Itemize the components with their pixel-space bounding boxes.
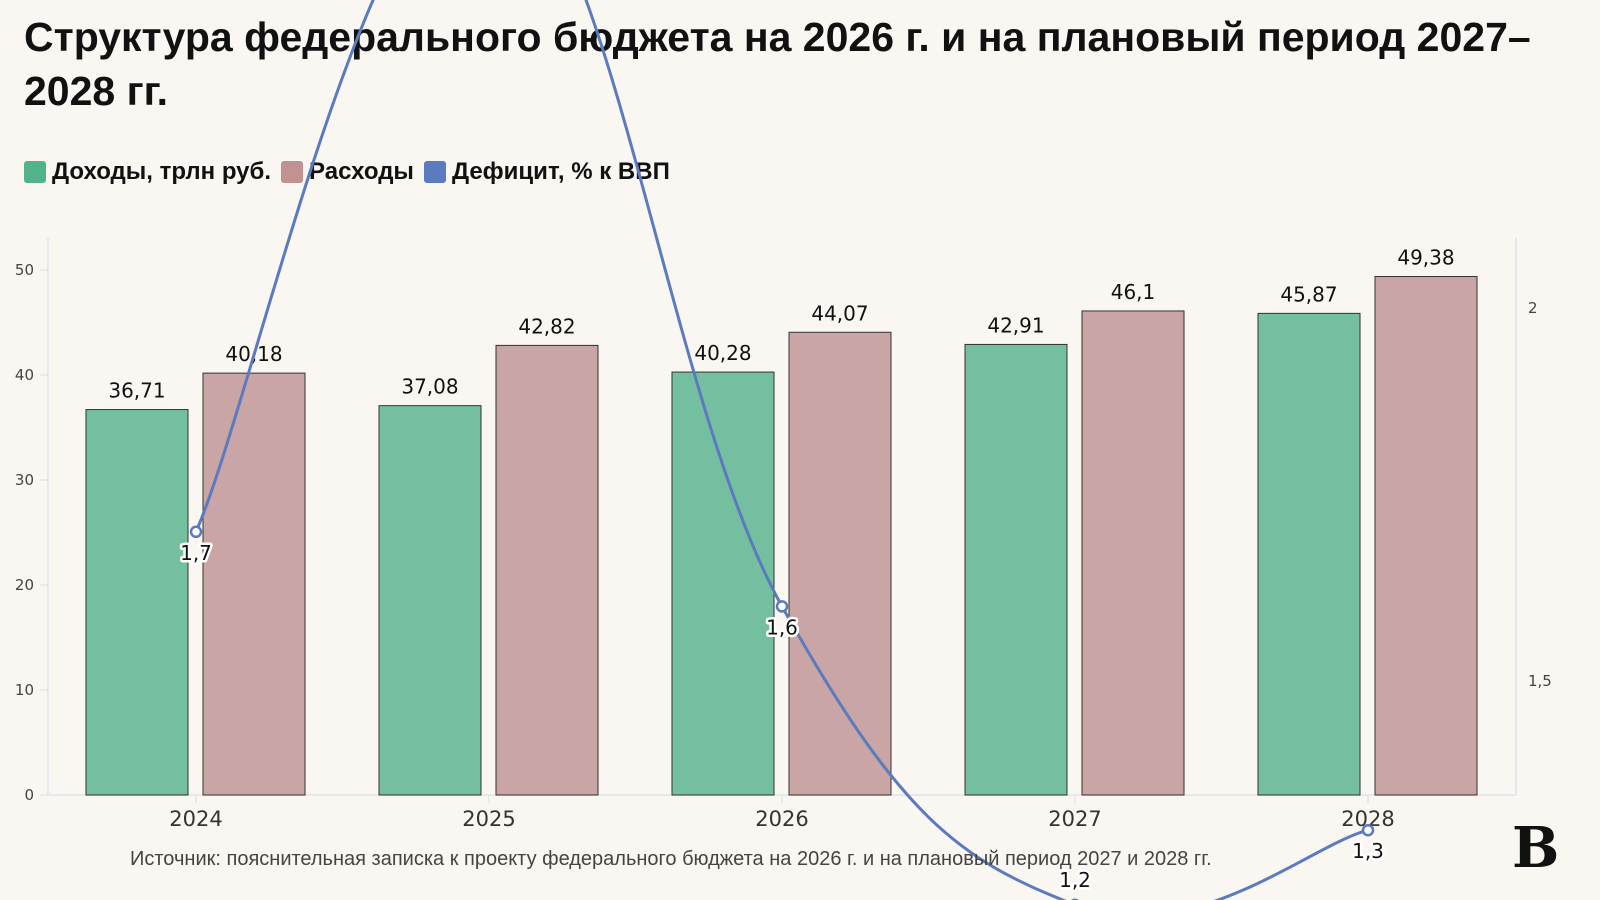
chart-title: Структура федерального бюджета на 2026 г… bbox=[24, 14, 1531, 114]
x-tick-label: 2026 bbox=[755, 807, 808, 831]
deficit-point bbox=[1361, 823, 1375, 837]
x-tick-label: 2024 bbox=[169, 807, 222, 831]
bar-expense-label: 42,82 bbox=[518, 314, 575, 338]
bar-income bbox=[1257, 312, 1361, 796]
bar-expense-label: 44,07 bbox=[811, 301, 868, 325]
legend-item-income[interactable]: Доходы, трлн руб. bbox=[24, 158, 271, 186]
deficit-label: 1,2 bbox=[1059, 868, 1091, 892]
x-tick-label: 2027 bbox=[1048, 807, 1101, 831]
legend-label-deficit: Дефицит, % к ВВП bbox=[451, 158, 670, 185]
legend: Доходы, трлн руб. Расходы Дефицит, % к В… bbox=[24, 158, 680, 186]
bar-income bbox=[378, 405, 482, 796]
deficit-line bbox=[194, 0, 1369, 900]
bar-income bbox=[85, 409, 189, 796]
y-left-tick-label: 50 bbox=[15, 261, 34, 279]
bar-income bbox=[964, 343, 1068, 796]
source-note: Источник: пояснительная записка к проект… bbox=[130, 848, 1212, 870]
legend-item-deficit[interactable]: Дефицит, % к ВВП bbox=[423, 158, 670, 186]
bar-expense bbox=[1081, 310, 1185, 796]
bar-expense bbox=[1374, 276, 1478, 796]
x-tick-label: 2025 bbox=[462, 807, 515, 831]
legend-swatch-expense bbox=[281, 161, 304, 183]
bar-expense bbox=[202, 372, 306, 796]
bar-expense bbox=[495, 344, 599, 796]
bar-expense-label: 49,38 bbox=[1397, 246, 1454, 270]
legend-label-income: Доходы, трлн руб. bbox=[52, 158, 272, 185]
y-left-tick-label: 20 bbox=[15, 576, 34, 594]
bar-income-label: 36,71 bbox=[108, 379, 165, 403]
legend-label-expense: Расходы bbox=[309, 158, 414, 185]
deficit-point bbox=[775, 600, 789, 613]
y-left-tick-label: 30 bbox=[15, 471, 34, 489]
deficit-point bbox=[189, 525, 203, 539]
deficit-label: 1,7 bbox=[180, 541, 212, 565]
legend-swatch-income bbox=[24, 161, 46, 183]
legend-swatch-deficit bbox=[423, 161, 446, 183]
y-left-tick-label: 40 bbox=[15, 366, 34, 384]
bar-expense bbox=[788, 331, 892, 796]
bar-income-label: 42,91 bbox=[987, 313, 1044, 337]
bar-income bbox=[671, 371, 775, 796]
y-left-tick-label: 0 bbox=[24, 786, 34, 804]
deficit-label: 1,3 bbox=[1352, 839, 1384, 863]
bar-expense-label: 46,1 bbox=[1111, 280, 1156, 304]
y-right-tick-label: 2 bbox=[1528, 299, 1538, 317]
y-left-tick-label: 10 bbox=[15, 681, 34, 699]
bar-income-label: 40,28 bbox=[694, 341, 751, 365]
y-right-tick-label: 1,5 bbox=[1528, 672, 1552, 690]
bar-income-label: 45,87 bbox=[1280, 282, 1337, 306]
bar-income-label: 37,08 bbox=[401, 375, 458, 399]
vedomosti-logo: В bbox=[1512, 815, 1560, 881]
legend-item-expense[interactable]: Расходы bbox=[281, 158, 414, 186]
deficit-label: 1,6 bbox=[766, 615, 798, 639]
